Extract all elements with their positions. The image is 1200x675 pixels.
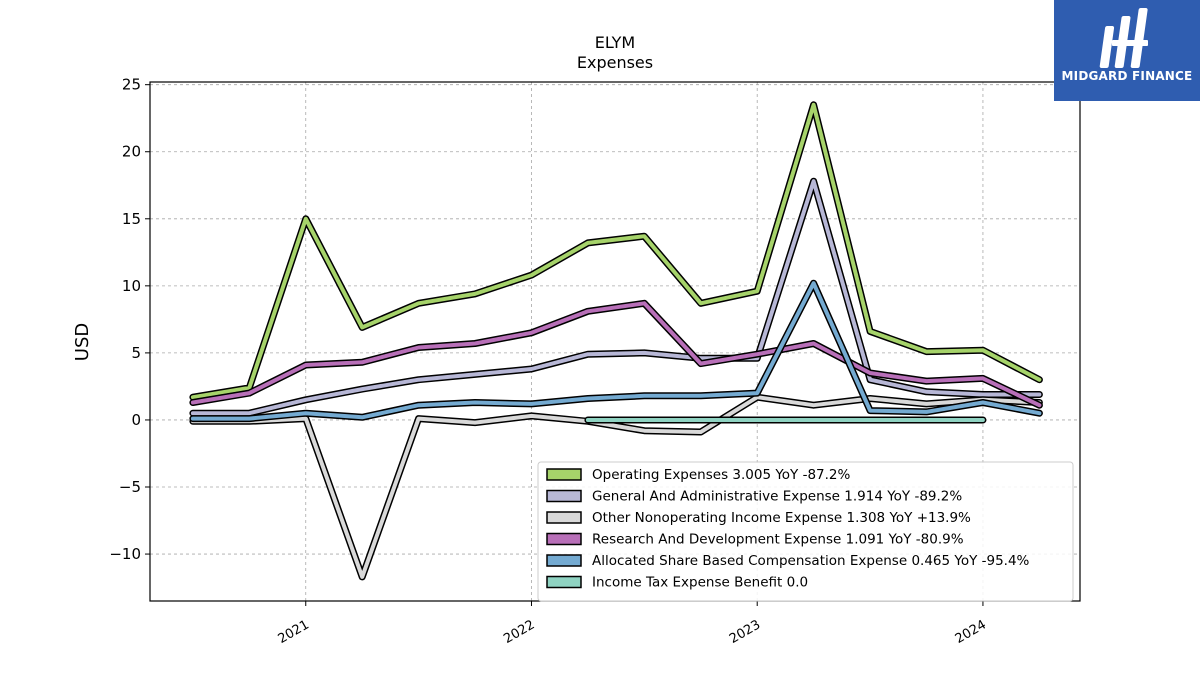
legend-swatch [546, 554, 582, 567]
logo-mark-icon [1099, 8, 1148, 68]
legend-label: Income Tax Expense Benefit 0.0 [592, 575, 808, 591]
series-line-stroke [190, 301, 1042, 408]
series-line [189, 299, 1043, 409]
legend-item: Income Tax Expense Benefit 0.0 [546, 575, 808, 591]
series-line-stroke [190, 281, 1042, 421]
chart-title: ELYM [595, 33, 635, 52]
y-axis-label: USD [72, 323, 93, 361]
legend-swatch [546, 532, 582, 546]
legend-label: Allocated Share Based Compensation Expen… [592, 553, 1030, 569]
legend-item: General And Administrative Expense 1.914… [546, 489, 962, 505]
x-axis-ticks: 2021 2022 2023 2024 [276, 601, 989, 647]
legend-swatch [546, 468, 582, 481]
y-tick-label: 20 [122, 143, 141, 161]
legend-item: Other Nonoperating Income Expense 1.308 … [546, 510, 971, 526]
legend-item: Research And Development Expense 1.091 Y… [546, 532, 964, 548]
series-line-stroke [190, 179, 1042, 416]
legend-swatch [546, 511, 582, 524]
series-line [189, 393, 1043, 581]
series-line [189, 279, 1043, 423]
series-line [189, 101, 1043, 401]
x-tick-label: 2023 [727, 617, 763, 647]
legend-box [537, 461, 1074, 602]
chart-subtitle: Expenses [577, 53, 653, 72]
legend-label: Research And Development Expense 1.091 Y… [592, 532, 964, 548]
series-lines [189, 101, 1043, 581]
y-axis-ticks: −10 −5 0 5 10 15 20 25 [109, 76, 150, 563]
x-tick-label: 2021 [276, 617, 312, 647]
logo-text: MIDGARD FINANCE [1061, 69, 1193, 83]
series-line-stroke [190, 102, 1042, 400]
legend-label: Operating Expenses 3.005 YoY -87.2% [592, 467, 851, 483]
legend-label: Other Nonoperating Income Expense 1.308 … [592, 510, 971, 526]
legend-label: General And Administrative Expense 1.914… [592, 489, 962, 505]
legend-swatch [546, 575, 582, 589]
y-tick-label: 25 [122, 76, 141, 94]
y-tick-label: 15 [122, 210, 141, 228]
legend: Operating Expenses 3.005 YoY -87.2% Gener… [537, 461, 1074, 602]
legend-item: Allocated Share Based Compensation Expen… [546, 553, 1030, 569]
y-tick-label: −10 [109, 545, 141, 563]
series-line-stroke [190, 395, 1042, 579]
legend-swatch [546, 489, 582, 503]
legend-item: Operating Expenses 3.005 YoY -87.2% [546, 467, 851, 483]
x-tick-label: 2024 [953, 617, 989, 647]
y-tick-label: 5 [131, 344, 141, 362]
series-line [189, 177, 1043, 417]
midgard-finance-logo: MIDGARD FINANCE [1054, 0, 1200, 101]
y-tick-label: 10 [122, 277, 141, 295]
y-tick-label: 0 [131, 411, 141, 429]
y-tick-label: −5 [119, 478, 141, 496]
chart-title-group: ELYM Expenses [577, 33, 653, 72]
x-tick-label: 2022 [501, 617, 537, 647]
